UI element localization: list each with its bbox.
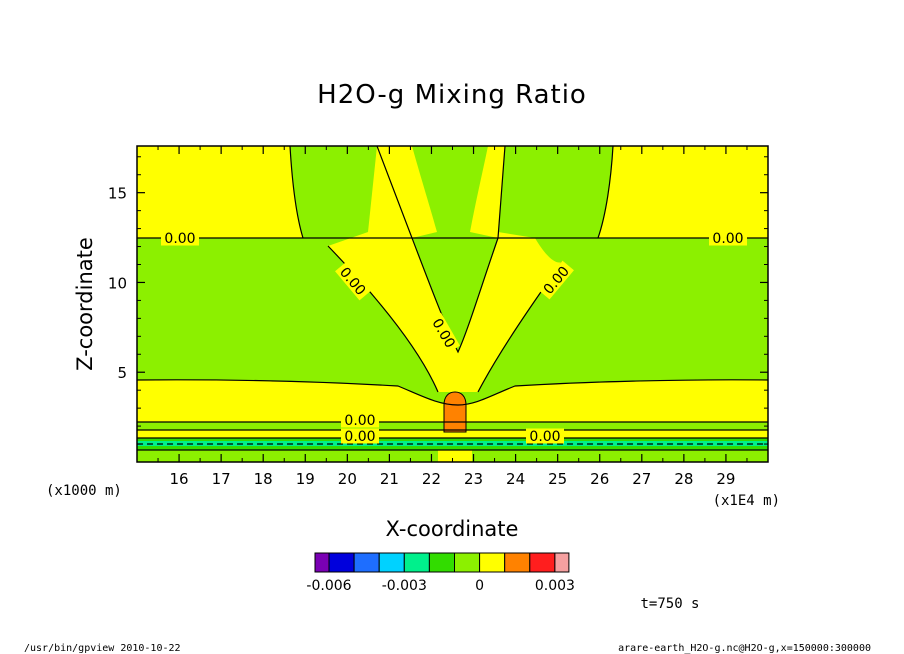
colorbar-swatch [314,552,330,573]
footer-left: /usr/bin/gpview 2010-10-22 [24,643,181,654]
chart-title: H2O-g Mixing Ratio [317,80,587,110]
contour-label-group: 0.00 [341,412,379,429]
x-tick-label: 17 [212,470,231,488]
y-unit-label: (x1000 m) [46,483,122,499]
plot-area: 0.00 0.000.00 0.000.000.000.00 0.00 16 17 18 1… [108,145,769,488]
contour-label-bg [709,230,747,246]
colorbar-swatch [504,552,531,573]
time-label: t=750 s [640,596,699,612]
contour-label-bg [538,260,574,300]
contour-label-bg [341,412,379,428]
colorbar-swatch [479,552,506,573]
x-tick-label: 26 [590,470,609,488]
region-lower-band [137,379,768,422]
x-tick-label: 16 [170,470,189,488]
x-tick-label: 18 [254,470,273,488]
region-bottom-yellow [438,450,472,462]
region-thin-yellow [137,430,768,438]
x-tick-label: 28 [674,470,693,488]
contour-label: 0.00 [344,429,375,445]
contour-label-bg [161,230,199,246]
contour-label: 0.00 [529,429,560,445]
y-tick-label: 10 [108,274,127,292]
y-tick-label: 15 [108,185,127,203]
contour-label: 0.00 [712,231,743,247]
x-tick-label: 25 [548,470,567,488]
colorbar-swatch [378,552,405,573]
colorbar-tick-label: -0.006 [306,578,351,594]
colorbar-tick-label: 0.003 [535,578,575,594]
contour-label-group: 0.00 [709,230,747,247]
x-tick-label: 29 [716,470,735,488]
colorbar [314,552,570,573]
footer-right: arare-earth_H2O-g.nc@H2O-g,x=150000:3000… [618,643,871,654]
contour-label-group: 0.00 [526,428,564,445]
contour-label-bg [526,428,564,444]
contour-label-bg [341,428,379,444]
x-tick-label: 24 [506,470,525,488]
x-axis-ticks: 16 17 18 19 20 21 22 23 24 25 26 27 28 29 [157,146,748,488]
y-axis-label: Z-coordinate [73,237,97,371]
contour-label: 0.00 [164,231,195,247]
contour-label-group: 0.00 [341,428,379,445]
colorbar-swatch [328,552,355,573]
contour-label: 0.00 [344,413,375,429]
contour-lines [137,146,768,451]
y-axis-ticks: 5 10 15 [108,156,768,445]
x-axis-label: X-coordinate [386,517,519,541]
x-tick-label: 21 [380,470,399,488]
colorbar-tick-labels: -0.006 -0.003 0 0.003 [306,578,575,594]
colorbar-tick-label: 0 [475,578,484,594]
colorbar-swatch [403,552,430,573]
colorbar-tick-label: -0.003 [382,578,427,594]
x-tick-label: 27 [632,470,651,488]
colorbar-swatch [353,552,380,573]
region-upper-left [137,146,303,238]
contour-labels: 0.00 0.000.00 0.000.000.000.00 0.00 [161,230,747,445]
x-tick-label: 23 [464,470,483,488]
contour-label-group: 0.00 [161,230,199,247]
colorbar-swatch [529,552,556,573]
x-tick-label: 20 [338,470,357,488]
colorbar-swatch [554,552,570,573]
region-upper-right [598,146,768,238]
region-orange-plume [443,391,467,433]
region-center-triangle [412,238,498,352]
y-tick-label: 5 [117,364,127,382]
region-v-shape [328,146,562,392]
contour-label-bg [335,261,371,301]
contour-fields [137,146,768,462]
x-tick-label: 19 [296,470,315,488]
colorbar-swatch [454,552,481,573]
colorbar-swatch [428,552,455,573]
x-unit-label: (x1E4 m) [713,493,780,509]
x-tick-label: 22 [422,470,441,488]
contour-label-bg [428,312,460,354]
